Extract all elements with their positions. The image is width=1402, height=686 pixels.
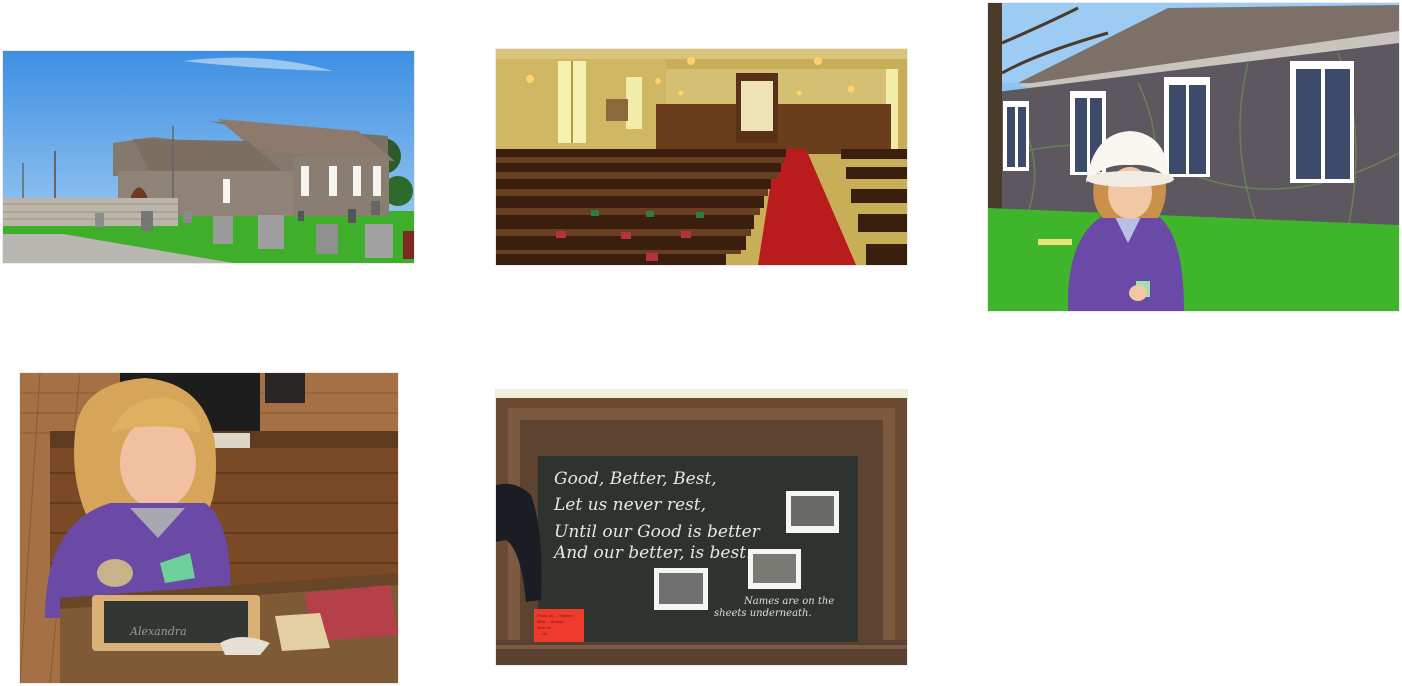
gallery-photo-girl-sun-hat[interactable] xyxy=(988,3,1399,311)
poem-line-3: Until our Good is better xyxy=(554,522,761,542)
slate-text: Alexandra xyxy=(129,625,187,638)
chalkboard-image: Good, Better, Best, Let us never rest, U… xyxy=(496,390,907,665)
church-interior-image xyxy=(496,49,907,265)
names-note-line-1: Names are on the xyxy=(743,596,834,607)
poem-line-4: And our better, is best. xyxy=(552,543,751,563)
gallery-photo-church-cemetery[interactable] xyxy=(3,51,414,263)
chalkboard-surface xyxy=(538,456,858,642)
gallery-photo-chalkboard[interactable]: Good, Better, Best, Let us never rest, U… xyxy=(496,390,907,665)
red-note-line-2: Miss ... School xyxy=(537,619,563,624)
red-note-card xyxy=(534,609,584,642)
red-note-line-4: ... 19.. xyxy=(537,631,548,636)
church-cemetery-image xyxy=(3,51,414,263)
poem-line-2: Let us never rest, xyxy=(553,495,706,515)
red-note-line-1: Photo (c) ... Teacher xyxy=(537,613,574,618)
names-note-line-2: sheets underneath. xyxy=(714,608,812,619)
red-note-line-3: Year 19.. xyxy=(537,625,553,630)
girl-sun-hat-image xyxy=(988,3,1399,311)
gallery-photo-girl-school-desk[interactable]: Alexandra xyxy=(20,373,398,683)
poem-line-1: Good, Better, Best, xyxy=(554,469,717,489)
girl-school-desk-image: Alexandra xyxy=(20,373,398,683)
gallery-photo-church-interior[interactable] xyxy=(496,49,907,265)
